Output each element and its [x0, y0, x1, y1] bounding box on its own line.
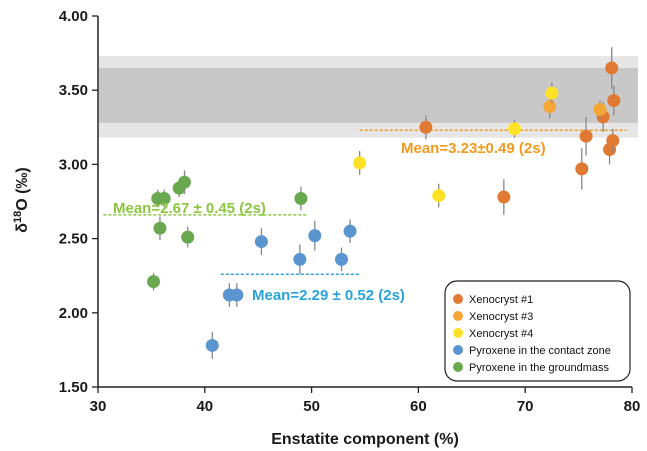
- x-tick-label: 60: [410, 398, 427, 415]
- data-point: [153, 221, 167, 235]
- y-axis-title-rest: O (‰): [14, 167, 31, 211]
- data-point: [294, 192, 308, 206]
- data-point: [508, 122, 522, 136]
- x-ticks: 30 40 50 60 70 80: [90, 387, 641, 415]
- legend-label: Xenocryst #3: [469, 311, 533, 323]
- legend-label: Pyroxene in the contact zone: [469, 345, 611, 357]
- x-tick-label: 50: [303, 398, 320, 415]
- legend-label: Xenocryst #1: [469, 294, 533, 306]
- y-tick-label: 2.00: [59, 305, 88, 322]
- y-tick-label: 4.00: [59, 8, 88, 25]
- data-point: [605, 61, 619, 75]
- legend-marker: [453, 362, 463, 372]
- data-point: [293, 252, 307, 266]
- data-point: [205, 338, 219, 352]
- data-point: [497, 190, 511, 204]
- mean-annotation: Mean=2.67 ± 0.45 (2s): [113, 200, 266, 217]
- mean-annotation: Mean=2.29 ± 0.52 (2s): [252, 287, 405, 304]
- x-tick-label: 40: [196, 398, 213, 415]
- y-axis-title: δ18O (‰): [12, 167, 31, 233]
- legend-marker: [453, 345, 463, 355]
- y-tick-label: 3.00: [59, 156, 88, 173]
- x-tick-label: 80: [624, 398, 641, 415]
- y-tick-label: 2.50: [59, 231, 88, 248]
- legend-marker: [453, 328, 463, 338]
- data-point: [254, 235, 268, 249]
- legend-label: Xenocryst #4: [469, 328, 533, 340]
- data-point: [419, 120, 433, 134]
- data-point: [230, 288, 244, 302]
- data-point: [335, 252, 349, 266]
- data-point: [147, 275, 161, 289]
- data-point: [607, 94, 621, 108]
- mean-annotations: Mean=3.23±0.49 (2s) Mean=2.67 ± 0.45 (2s)…: [113, 140, 546, 304]
- data-point: [181, 230, 195, 244]
- y-tick-label: 1.50: [59, 379, 88, 396]
- legend: Xenocryst #1 Xenocryst #3 Xenocryst #4 Pyro…: [444, 280, 631, 382]
- data-point: [308, 229, 322, 243]
- data-point: [353, 156, 367, 170]
- data-point: [606, 134, 620, 148]
- y-tick-label: 3.50: [59, 82, 88, 99]
- x-axis-title: Enstatite component (%): [271, 431, 459, 448]
- data-points: [147, 47, 621, 359]
- legend-box: [444, 280, 631, 382]
- data-point: [545, 86, 559, 100]
- data-point: [178, 175, 192, 189]
- legend-marker: [453, 311, 463, 321]
- x-tick-label: 30: [90, 398, 107, 415]
- mean-annotation: Mean=3.23±0.49 (2s): [401, 140, 546, 157]
- data-point: [579, 129, 593, 143]
- legend-entries: Xenocryst #1 Xenocryst #3 Xenocryst #4 Pyro…: [453, 294, 611, 374]
- legend-label: Pyroxene in the groundmass: [469, 362, 610, 374]
- data-point: [157, 192, 171, 206]
- data-point: [593, 102, 607, 116]
- data-point: [575, 162, 589, 176]
- x-tick-label: 70: [517, 398, 534, 415]
- data-point: [543, 100, 557, 114]
- data-point: [432, 189, 446, 203]
- y-axis-title-delta: δ: [14, 223, 31, 233]
- mean-lines: [103, 129, 627, 275]
- y-axis-title-superscript: 18: [12, 211, 24, 223]
- y-ticks: 1.50 2.00 2.50 3.00 3.50 4.00: [59, 8, 98, 396]
- data-point: [343, 224, 357, 238]
- legend-marker: [453, 294, 463, 304]
